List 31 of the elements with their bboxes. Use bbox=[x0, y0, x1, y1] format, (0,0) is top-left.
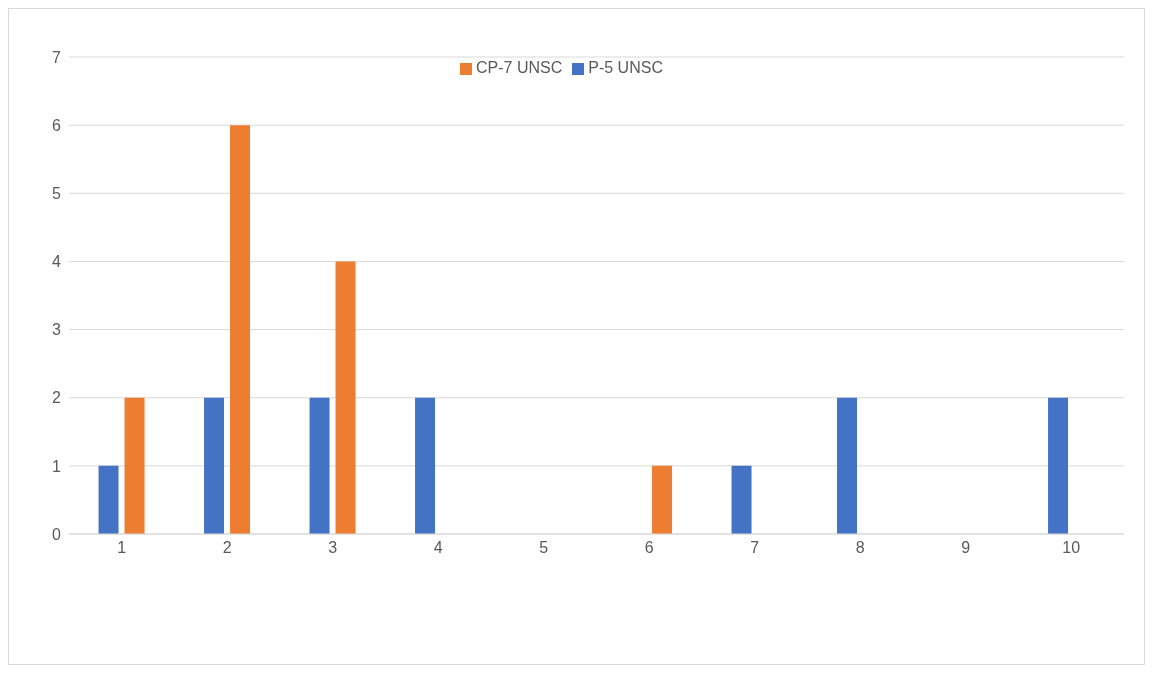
bar bbox=[230, 125, 251, 534]
bar bbox=[335, 261, 356, 534]
bar bbox=[837, 397, 858, 534]
y-tick-label: 1 bbox=[52, 457, 62, 475]
legend-label: P-5 UNSC bbox=[588, 59, 663, 76]
x-tick-label: 10 bbox=[1062, 539, 1081, 557]
y-tick-label: 6 bbox=[52, 116, 62, 134]
bar bbox=[1048, 397, 1069, 534]
y-tick-label: 4 bbox=[52, 253, 62, 271]
y-tick-label: 0 bbox=[52, 525, 62, 543]
x-tick-label: 5 bbox=[539, 539, 549, 557]
bar bbox=[652, 465, 673, 534]
x-tick-label: 4 bbox=[433, 539, 443, 557]
bar bbox=[124, 397, 145, 534]
x-tick-label: 8 bbox=[855, 539, 865, 557]
bar bbox=[309, 397, 330, 534]
y-tick-label: 7 bbox=[52, 48, 62, 66]
x-tick-label: 1 bbox=[117, 539, 127, 557]
x-tick-label: 2 bbox=[222, 539, 232, 557]
bar bbox=[98, 465, 119, 534]
bar bbox=[204, 397, 225, 534]
y-tick-label: 5 bbox=[52, 184, 62, 202]
bar bbox=[731, 465, 752, 534]
legend-label: CP-7 UNSC bbox=[476, 59, 563, 76]
bar bbox=[415, 397, 436, 534]
x-tick-label: 6 bbox=[644, 539, 654, 557]
x-tick-label: 3 bbox=[328, 539, 338, 557]
y-tick-label: 3 bbox=[52, 321, 62, 339]
x-tick-label: 9 bbox=[961, 539, 971, 557]
y-tick-label: 2 bbox=[52, 389, 62, 407]
x-tick-label: 7 bbox=[750, 539, 760, 557]
